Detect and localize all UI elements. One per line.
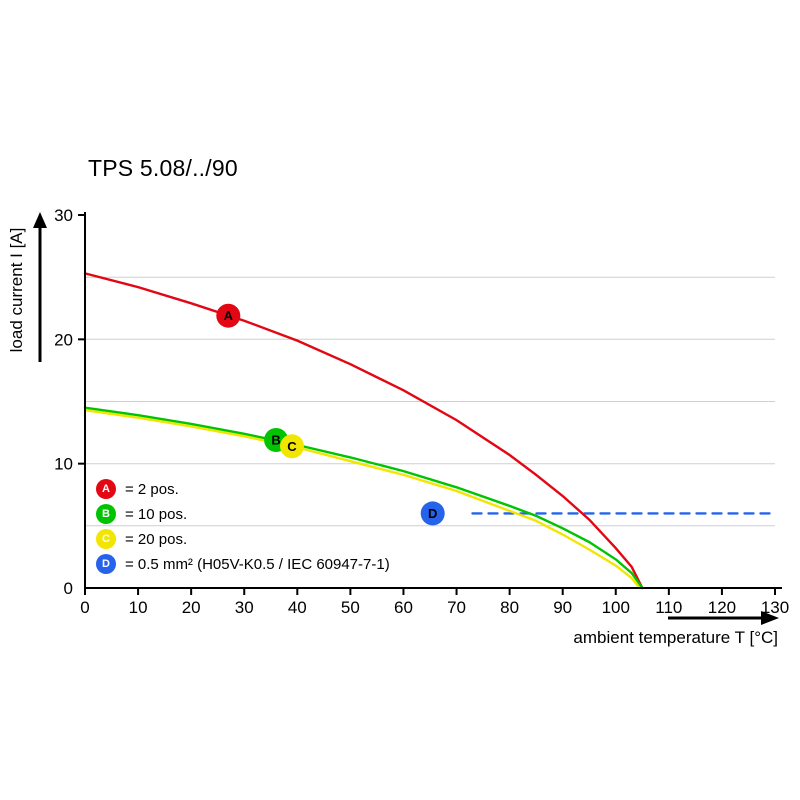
- legend-badge-b: B: [96, 504, 116, 524]
- x-tick-label: 20: [182, 598, 201, 617]
- x-tick-label: 110: [655, 598, 682, 617]
- marker-letter: C: [287, 439, 297, 454]
- legend-label-a: = 2 pos.: [125, 480, 179, 498]
- y-tick-label: 0: [64, 579, 73, 598]
- curve-a: [83, 272, 644, 590]
- x-tick-label: 40: [288, 598, 307, 617]
- legend-label-c: = 20 pos.: [125, 530, 188, 548]
- x-axis-label: ambient temperature T [°C]: [573, 628, 778, 647]
- curve-marker-c: C: [280, 434, 304, 459]
- marker-circle: [280, 434, 304, 459]
- legend: A = 2 pos. B = 10 pos. C = 20 pos. D = 0.5 mm² …: [96, 479, 390, 574]
- legend-badge-d: D: [96, 554, 116, 574]
- marker-circle: [420, 501, 445, 526]
- series-curves: [83, 272, 774, 590]
- legend-item-b: B = 10 pos.: [96, 504, 390, 524]
- y-axis-label: load current I [A]: [7, 228, 26, 353]
- x-tick-label: 60: [394, 598, 413, 617]
- x-tick-label: 90: [553, 598, 572, 617]
- y-ticks: 0 10 20 30: [54, 206, 85, 598]
- curve-b: [83, 406, 644, 590]
- legend-label-b: = 10 pos.: [125, 505, 188, 523]
- x-tick-label: 70: [447, 598, 466, 617]
- y-tick-label: 20: [54, 330, 73, 349]
- marker-letter: B: [271, 433, 280, 448]
- legend-badge-c: C: [96, 529, 116, 549]
- x-tick-label: 10: [129, 598, 148, 617]
- curve-c: [83, 409, 641, 590]
- x-axis-arrowhead: [761, 611, 779, 625]
- curve-marker-a: A: [216, 303, 241, 328]
- x-tick-label: 130: [761, 598, 789, 617]
- legend-item-d: D = 0.5 mm² (H05V-K0.5 / IEC 60947-7-1): [96, 554, 390, 574]
- legend-badge-a: A: [96, 479, 116, 499]
- x-ticks: 0 10 20 30 40 50 60 70 80 90 100 110 120 130: [80, 588, 789, 617]
- y-tick-label: 10: [54, 455, 73, 474]
- x-tick-label: 50: [341, 598, 360, 617]
- legend-label-d: = 0.5 mm² (H05V-K0.5 / IEC 60947-7-1): [125, 555, 390, 573]
- x-tick-label: 0: [80, 598, 89, 617]
- curve-marker-d: D: [420, 501, 445, 526]
- y-tick-label: 30: [54, 206, 73, 225]
- marker-letter: A: [224, 308, 234, 323]
- x-tick-label: 30: [235, 598, 254, 617]
- chart-title: TPS 5.08/../90: [88, 155, 238, 181]
- y-axis-arrowhead: [33, 212, 47, 228]
- y-gridlines: [85, 276, 775, 527]
- x-tick-label: 100: [602, 598, 630, 617]
- marker-letter: D: [428, 506, 437, 521]
- x-tick-label: 120: [708, 598, 736, 617]
- marker-circle: [216, 303, 241, 328]
- legend-item-c: C = 20 pos.: [96, 529, 390, 549]
- x-tick-label: 80: [500, 598, 519, 617]
- legend-item-a: A = 2 pos.: [96, 479, 390, 499]
